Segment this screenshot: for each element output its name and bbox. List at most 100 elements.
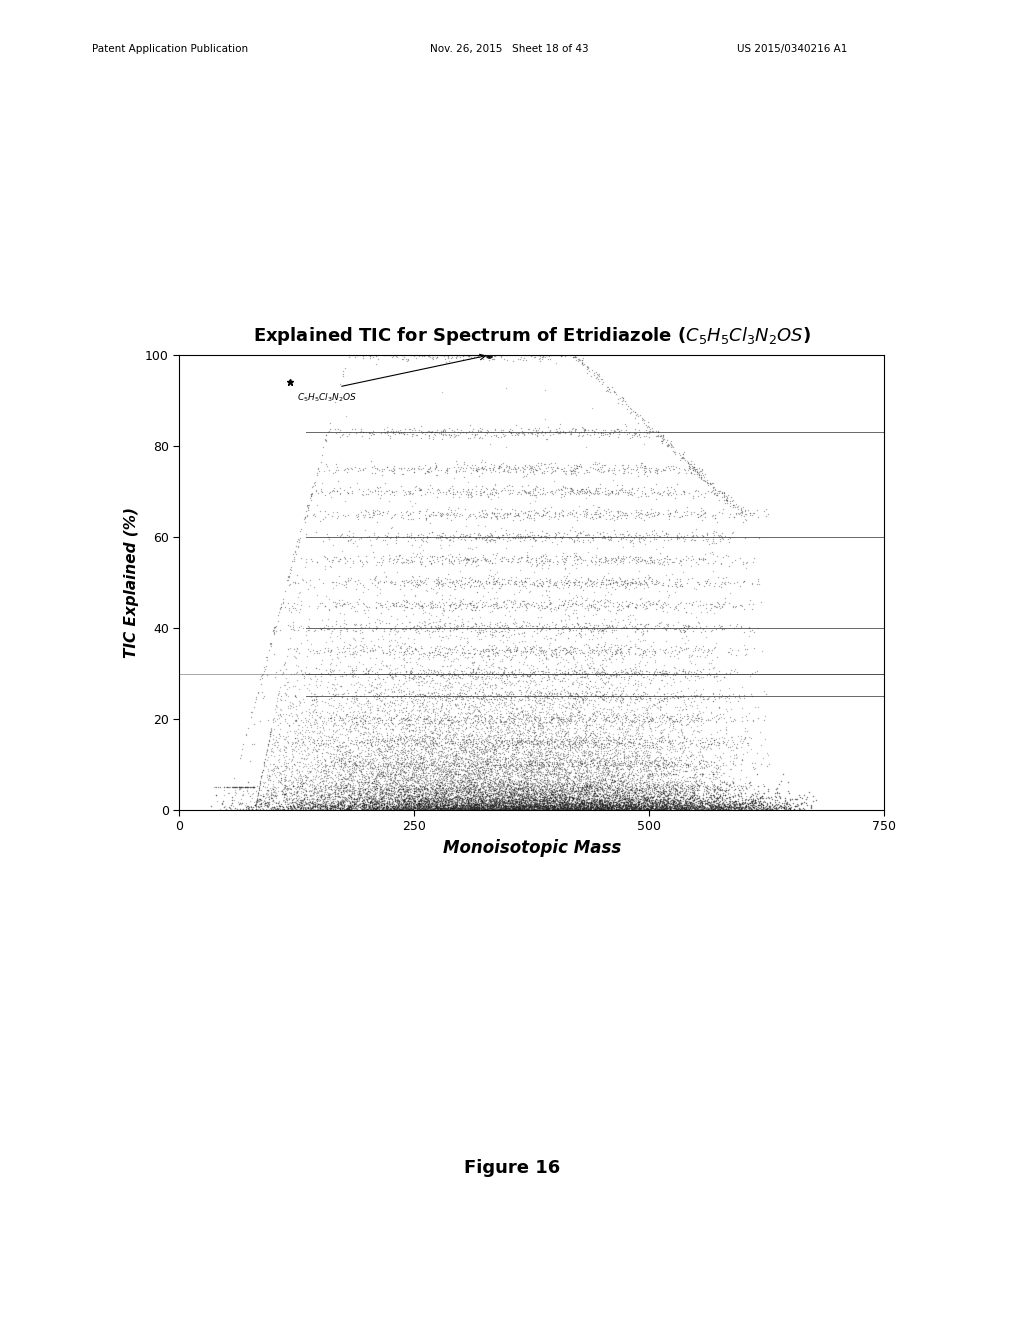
Point — [636, 796, 652, 817]
Point — [569, 462, 586, 483]
Point — [541, 756, 557, 777]
Point — [471, 527, 487, 548]
Point — [430, 754, 446, 775]
Point — [395, 768, 412, 789]
Point — [342, 785, 358, 807]
Point — [459, 594, 475, 615]
Point — [547, 702, 563, 723]
Point — [637, 758, 653, 779]
Point — [240, 771, 256, 792]
Point — [678, 496, 694, 517]
Point — [366, 797, 382, 818]
Point — [304, 789, 321, 810]
Point — [368, 774, 384, 795]
Point — [460, 797, 476, 818]
Point — [477, 591, 494, 612]
Point — [442, 762, 459, 783]
Point — [260, 779, 276, 800]
Point — [686, 686, 702, 708]
Point — [511, 797, 527, 818]
Point — [339, 748, 355, 770]
Point — [359, 799, 376, 820]
Point — [564, 671, 581, 692]
Point — [464, 742, 480, 763]
Point — [595, 521, 611, 543]
Point — [432, 345, 449, 366]
Point — [500, 797, 516, 818]
Point — [370, 628, 386, 649]
Point — [554, 719, 570, 741]
Point — [520, 774, 537, 795]
Point — [471, 506, 487, 527]
Point — [602, 747, 618, 768]
Point — [350, 783, 367, 804]
Point — [392, 748, 409, 770]
Point — [574, 347, 591, 368]
Point — [367, 777, 383, 799]
Point — [614, 754, 631, 775]
Point — [531, 735, 548, 756]
Point — [534, 730, 550, 751]
Point — [388, 552, 404, 573]
Point — [481, 708, 498, 729]
Point — [526, 742, 543, 763]
Point — [391, 681, 408, 702]
Point — [599, 616, 615, 638]
Point — [338, 693, 354, 714]
Point — [468, 758, 484, 779]
Point — [620, 731, 636, 752]
Point — [601, 795, 617, 816]
Point — [639, 774, 655, 795]
Point — [336, 459, 352, 480]
Point — [629, 747, 645, 768]
Point — [402, 800, 419, 821]
Point — [336, 787, 352, 808]
Point — [458, 781, 474, 803]
Point — [472, 678, 488, 700]
Point — [648, 593, 665, 614]
Point — [402, 784, 419, 805]
Point — [628, 777, 644, 799]
Point — [433, 693, 450, 714]
Point — [422, 797, 438, 818]
Point — [562, 783, 579, 804]
Point — [412, 789, 428, 810]
Point — [467, 792, 483, 813]
Point — [514, 574, 530, 595]
Point — [479, 665, 496, 686]
Point — [648, 760, 665, 781]
Point — [540, 685, 556, 706]
Point — [360, 780, 377, 801]
Point — [623, 688, 639, 709]
Point — [465, 754, 481, 775]
Point — [614, 789, 631, 810]
Point — [428, 692, 444, 713]
Point — [355, 627, 372, 648]
Point — [364, 766, 380, 787]
Point — [316, 545, 333, 566]
Point — [352, 573, 369, 594]
Point — [280, 678, 296, 700]
Point — [395, 697, 412, 718]
Point — [553, 767, 569, 788]
Point — [442, 763, 459, 784]
Point — [419, 791, 435, 812]
Point — [680, 747, 696, 768]
Point — [487, 730, 504, 751]
Point — [485, 639, 502, 660]
Point — [678, 545, 694, 566]
Point — [391, 727, 408, 748]
Point — [435, 599, 452, 620]
Point — [375, 755, 391, 776]
Point — [384, 741, 400, 762]
Point — [613, 454, 630, 475]
Point — [532, 785, 549, 807]
Point — [372, 741, 388, 762]
Point — [722, 615, 738, 636]
Point — [796, 797, 812, 818]
Point — [471, 681, 487, 702]
Point — [362, 792, 379, 813]
Point — [741, 702, 758, 723]
Point — [523, 734, 540, 755]
Point — [485, 643, 502, 664]
